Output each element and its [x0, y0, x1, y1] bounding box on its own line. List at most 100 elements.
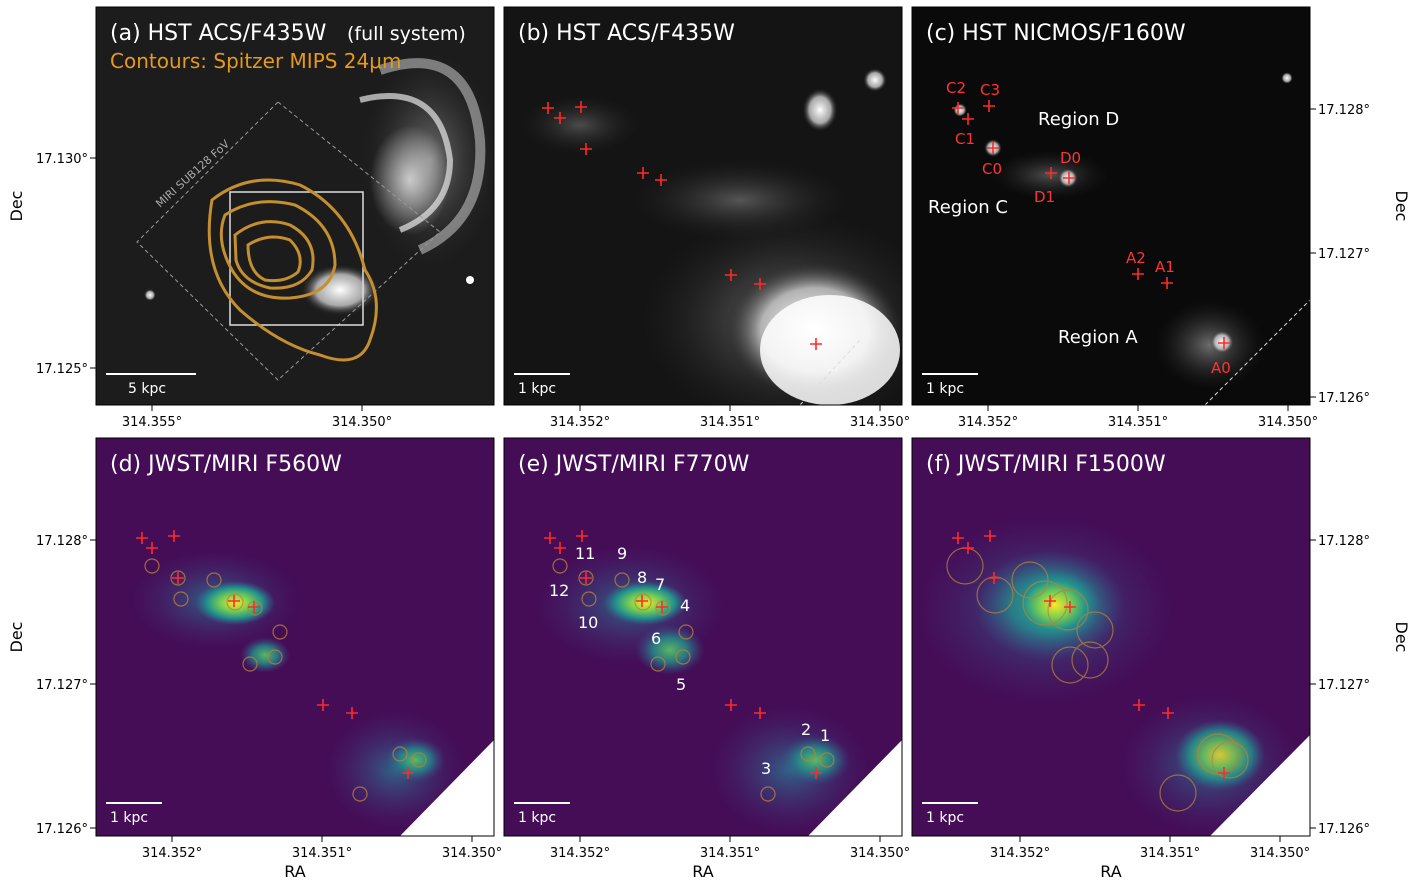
- panel-d: (d) JWST/MIRI F560W 1 kpc 17.128° 17.127…: [7, 437, 502, 880]
- panel-d-ra-tick-2: 314.351°: [292, 846, 352, 861]
- aperture-4: 4: [680, 596, 690, 615]
- contour-3: [233, 220, 315, 290]
- panel-e-peak: [603, 581, 687, 625]
- panel-c-marker-5: [1045, 167, 1057, 179]
- panel-b-marker-5: [637, 167, 649, 179]
- aperture-6: 6: [651, 629, 661, 648]
- panel-e-ra-tick-2: 314.351°: [700, 846, 760, 861]
- panel-a: MIRI SUB128 FoV (a) HST ACS/F435W (full …: [7, 6, 495, 430]
- panel-b-marker-4: [580, 143, 592, 155]
- panel-f-ra-tick-3: 314.350°: [1250, 846, 1310, 861]
- panel-f-dec-tick-1: 17.128°: [1318, 534, 1370, 549]
- source-d0: D0: [1060, 149, 1081, 167]
- panel-b-ra-tick-2: 314.351°: [700, 415, 760, 430]
- panel-f-ra-tick-2: 314.351°: [1140, 846, 1200, 861]
- panel-e-ra-tick-1: 314.352°: [550, 846, 610, 861]
- panel-a-title: (a) HST ACS/F435W: [110, 21, 327, 46]
- panel-d-marker-5: [228, 595, 240, 607]
- aperture-12: 12: [549, 581, 569, 600]
- panel-d-marker-7: [317, 699, 329, 711]
- panel-e-title: (e) JWST/MIRI F770W: [518, 452, 750, 477]
- panel-d-dec-tick-1: 17.128°: [36, 534, 88, 549]
- contour-inner: [246, 235, 302, 283]
- panel-c-dec-tick-1: 17.128°: [1318, 103, 1370, 118]
- panel-f-marker-1: [952, 532, 964, 544]
- source-a1: A1: [1155, 258, 1175, 276]
- panel-e-marker-3: [576, 530, 588, 542]
- source-c1: C1: [955, 130, 975, 148]
- panel-e-marker-2: [554, 542, 566, 554]
- panel-a-dec-tick-2: 17.125°: [36, 362, 88, 377]
- contour-label: Contours: Spitzer MIPS 24μm: [110, 49, 401, 73]
- panel-e: (e) JWST/MIRI F770W 11 9 12 8 7 4 10 6 5…: [503, 437, 910, 880]
- panel-e-marker-1: [544, 532, 556, 544]
- source-a0: A0: [1211, 359, 1231, 377]
- panel-d-marker-8: [346, 707, 358, 719]
- panel-c-dec-label: Dec: [1392, 191, 1411, 222]
- panel-d-marker-3: [168, 530, 180, 542]
- panel-e-scalebar-label: 1 kpc: [518, 810, 556, 826]
- panel-c-marker-3: [983, 100, 995, 112]
- panel-e-marker-4: [580, 572, 592, 584]
- panel-f-marker-5: [1044, 595, 1056, 607]
- panel-a-scalebar-label: 5 kpc: [128, 381, 166, 397]
- panel-b-marker-1: [542, 102, 554, 114]
- panel-e-marker-8: [754, 707, 766, 719]
- panel-a-ra-tick-1: 314.355°: [122, 415, 182, 430]
- panel-a-dec-tick-1: 17.130°: [36, 152, 88, 167]
- panel-f-marker-7: [1133, 699, 1145, 711]
- panel-d-ra-label: RA: [284, 862, 305, 880]
- source-d1: D1: [1034, 188, 1055, 206]
- panel-f-peak: [1010, 570, 1100, 640]
- panel-e-nodata: [808, 740, 902, 836]
- panel-c-marker-4: [987, 142, 999, 154]
- panel-c-dec-tick-2: 17.127°: [1318, 247, 1370, 262]
- panel-f-dec-label: Dec: [1392, 622, 1411, 653]
- panel-c-marker-1: [952, 102, 964, 114]
- region-a-label: Region A: [1058, 327, 1138, 348]
- panel-c-marker-2: [962, 113, 974, 125]
- panel-d-dec-label: Dec: [7, 622, 26, 653]
- region-d-label: Region D: [1038, 109, 1119, 130]
- source-a2: A2: [1126, 249, 1146, 267]
- panel-f-marker-9: [1218, 767, 1230, 779]
- panel-b-marker-6: [655, 174, 667, 186]
- panel-c-marker-6: [1063, 172, 1075, 184]
- panel-f-ra-tick-1: 314.352°: [990, 846, 1050, 861]
- panel-d-ra-tick-3: 314.350°: [442, 846, 502, 861]
- panel-d-marker-6: [248, 601, 260, 613]
- miri-fov-outline: [136, 101, 441, 381]
- panel-f: (f) JWST/MIRI F1500W 1 kpc 17.128° 17.12…: [911, 437, 1411, 880]
- source-markers: [136, 100, 1230, 779]
- panel-e-ra-tick-3: 314.350°: [850, 846, 910, 861]
- panel-b-title: (b) HST ACS/F435W: [518, 21, 735, 46]
- source-c3: C3: [980, 81, 1000, 99]
- panel-d-dec-tick-2: 17.127°: [36, 678, 88, 693]
- panel-d-peak: [195, 581, 275, 625]
- aperture-5: 5: [676, 675, 686, 694]
- panel-e-marker-5: [636, 595, 648, 607]
- panel-b-ra-tick-3: 314.350°: [850, 415, 910, 430]
- aperture-2: 2: [801, 720, 811, 739]
- contour-outer: [207, 178, 378, 362]
- panel-a-dec-label: Dec: [7, 191, 26, 222]
- panel-f-nodata: [1210, 735, 1310, 836]
- source-c0: C0: [982, 160, 1002, 178]
- panel-f-marker-6: [1064, 601, 1076, 613]
- panel-b-scalebar-label: 1 kpc: [518, 381, 556, 397]
- panel-b-marker-8: [754, 278, 766, 290]
- aperture-11: 11: [575, 544, 595, 563]
- panel-a-bright-knot: [300, 264, 380, 316]
- panel-d-dec-tick-3: 17.126°: [36, 822, 88, 837]
- aperture-3: 3: [761, 759, 771, 778]
- panel-f-marker-8: [1162, 707, 1174, 719]
- panel-d-ra-tick-1: 314.352°: [142, 846, 202, 861]
- panel-c-ra-tick-3: 314.350°: [1258, 415, 1318, 430]
- panel-f-title: (f) JWST/MIRI F1500W: [926, 452, 1166, 477]
- panel-c-a0-knot: [1210, 330, 1234, 354]
- contour-2: [219, 200, 337, 300]
- panel-f-marker-2: [962, 542, 974, 554]
- panel-d-title: (d) JWST/MIRI F560W: [110, 452, 342, 477]
- region-c-label: Region C: [928, 197, 1008, 218]
